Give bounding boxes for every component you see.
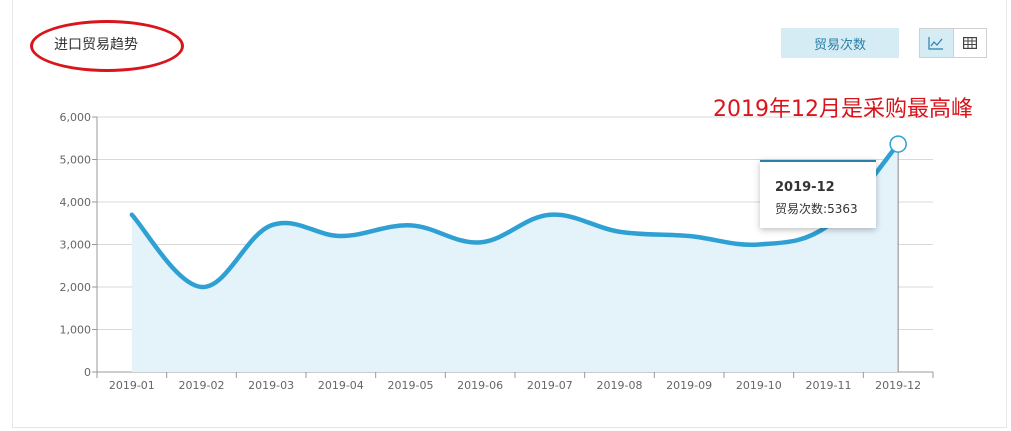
tooltip-value: 5363 bbox=[827, 202, 858, 216]
y-tick-label: 5,000 bbox=[60, 154, 92, 167]
x-tick-label: 2019-03 bbox=[248, 379, 294, 392]
series-area bbox=[131, 144, 899, 372]
x-tick-label: 2019-07 bbox=[527, 379, 573, 392]
tooltip-label: 贸易次数 bbox=[775, 202, 824, 216]
y-tick-label: 1,000 bbox=[60, 324, 92, 337]
x-tick-label: 2019-09 bbox=[666, 379, 712, 392]
y-tick-label: 3,000 bbox=[60, 239, 92, 252]
title-highlight-circle bbox=[30, 20, 184, 72]
x-tick-label: 2019-10 bbox=[736, 379, 782, 392]
x-tick-label: 2019-08 bbox=[597, 379, 643, 392]
view-toggle bbox=[919, 28, 987, 58]
metric-button-trade-count[interactable]: 贸易次数 bbox=[781, 28, 899, 58]
x-tick-label: 2019-05 bbox=[388, 379, 434, 392]
x-tick-label: 2019-06 bbox=[457, 379, 503, 392]
line-chart-view-button[interactable] bbox=[920, 29, 953, 57]
x-tick-label: 2019-02 bbox=[179, 379, 225, 392]
highlighted-data-point bbox=[889, 135, 907, 153]
tooltip-row: 贸易次数:5363 bbox=[775, 200, 876, 217]
y-tick-label: 6,000 bbox=[60, 111, 92, 124]
tooltip-separator: : bbox=[823, 202, 828, 216]
tooltip-title: 2019-12 bbox=[775, 180, 835, 195]
table-view-button[interactable] bbox=[952, 29, 987, 57]
peak-annotation: 2019年12月是采购最高峰 bbox=[713, 97, 973, 122]
series-line bbox=[129, 141, 901, 290]
table-icon bbox=[962, 37, 977, 49]
x-tick-label: 2019-04 bbox=[318, 379, 364, 392]
y-tick-label: 2,000 bbox=[60, 281, 92, 294]
data-tooltip: 2019-12 贸易次数:5363 bbox=[760, 160, 876, 228]
y-tick-label: 0 bbox=[84, 366, 91, 379]
y-tick-label: 4,000 bbox=[60, 196, 92, 209]
x-tick-label: 2019-12 bbox=[875, 379, 921, 392]
x-tick-label: 2019-01 bbox=[109, 379, 155, 392]
line-chart-icon bbox=[928, 37, 944, 50]
panel-title: 进口贸易趋势 bbox=[54, 37, 138, 53]
x-tick-label: 2019-11 bbox=[806, 379, 852, 392]
